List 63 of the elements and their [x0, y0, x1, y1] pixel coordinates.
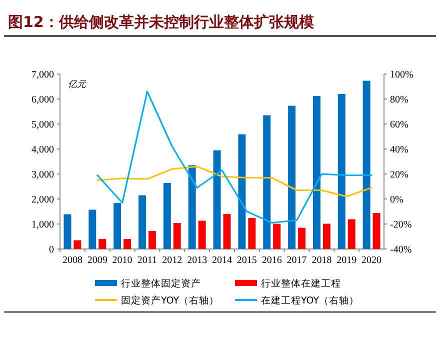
bar	[148, 231, 156, 249]
y2-tick-label: 40%	[390, 144, 408, 156]
x-tick-label: 2012	[162, 255, 182, 266]
legend-label: 行业整体固定资产	[121, 278, 201, 290]
legend-label: 在建工程YOY（右轴）	[261, 294, 360, 306]
x-tick-label: 2013	[187, 255, 208, 266]
y2-tick-label: 20%	[390, 170, 408, 180]
x-tick-label: 2016	[262, 255, 282, 266]
y2-tick-label: 60%	[390, 120, 408, 130]
bar	[198, 220, 206, 249]
bar	[312, 96, 320, 249]
x-tick-label: 2019	[336, 255, 357, 266]
legend-label: 固定资产YOY（右轴）	[121, 294, 220, 306]
y2-tick-label: -20%	[390, 220, 412, 230]
bar	[273, 224, 281, 249]
x-tick-label: 2010	[112, 255, 132, 266]
bar	[238, 134, 246, 249]
bar	[288, 106, 296, 249]
bar	[298, 228, 306, 249]
bar	[114, 203, 122, 249]
bar	[88, 210, 96, 249]
x-tick-label: 2020	[362, 255, 382, 266]
y-tick-label: 4,000	[32, 144, 54, 156]
y-tick-label: 3,000	[32, 170, 54, 180]
chart-title: 图12：供给侧改革并未控制行业整体扩张规模	[8, 13, 315, 31]
y2-tick-label: 0%	[390, 194, 404, 206]
x-tick-label: 2017	[286, 255, 307, 266]
line-series	[96, 90, 372, 224]
bar	[322, 224, 330, 249]
bar	[223, 214, 231, 249]
y-tick-label: 2,000	[32, 194, 54, 206]
bar	[64, 214, 72, 249]
y-tick-label: 7,000	[32, 70, 54, 80]
bar	[98, 239, 106, 249]
y-axis-title: 亿元	[68, 79, 87, 90]
x-tick-label: 2011	[137, 255, 158, 266]
x-tick-label: 2009	[87, 255, 108, 266]
bar	[213, 150, 221, 249]
bar	[263, 115, 271, 249]
legend-label: 行业整体在建工程	[261, 278, 341, 290]
bar	[348, 219, 356, 249]
y2-tick-label: 80%	[390, 94, 408, 106]
bar	[173, 223, 181, 249]
y2-tick-label: -40%	[390, 244, 412, 256]
bar	[138, 195, 146, 249]
y-tick-label: 5,000	[32, 120, 54, 130]
bar	[188, 165, 196, 249]
bar	[338, 94, 346, 249]
bar	[372, 213, 380, 249]
y-tick-label: 6,000	[32, 94, 54, 106]
bar	[362, 80, 370, 249]
bar	[163, 183, 171, 249]
x-tick-label: 2015	[236, 255, 257, 266]
bar	[124, 239, 132, 249]
x-tick-label: 2014	[212, 255, 232, 266]
y2-tick-label: 100%	[390, 70, 414, 80]
y-tick-label: 1,000	[32, 220, 54, 230]
bar	[74, 240, 82, 249]
y-tick-label: 0	[49, 244, 54, 256]
x-tick-label: 2008	[62, 255, 82, 266]
line-series	[96, 166, 372, 198]
bar	[248, 218, 256, 249]
x-tick-label: 2018	[312, 255, 332, 266]
